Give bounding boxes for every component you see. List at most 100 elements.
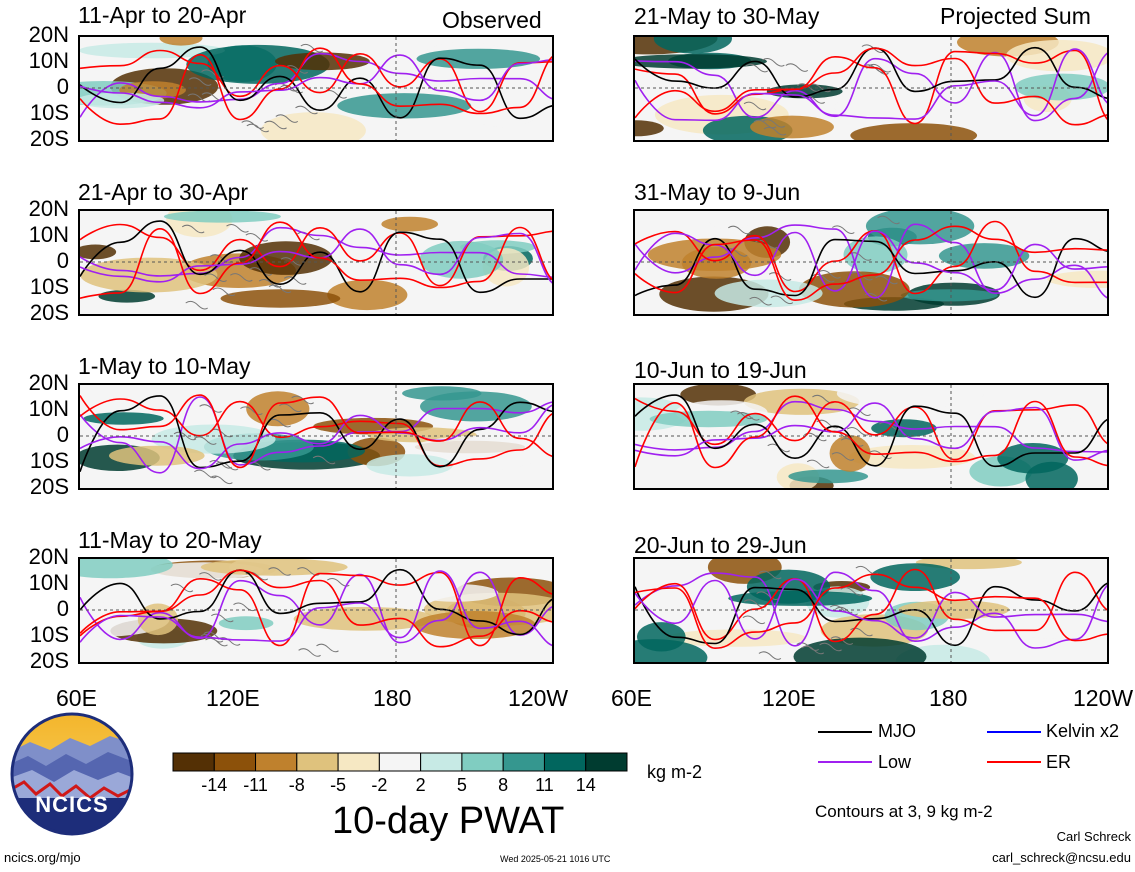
colorbar-tick: 8	[498, 775, 509, 795]
contour-line	[635, 573, 1107, 650]
contour-line	[80, 52, 552, 118]
anomaly-region	[788, 469, 869, 484]
colorbar-tick: 11	[535, 775, 554, 795]
observed-label: Observed	[442, 7, 542, 33]
colorbar-swatch	[213, 752, 257, 772]
colorbar-swatch	[172, 752, 215, 772]
anomaly-region	[324, 259, 439, 277]
panel-title: 20-Jun to 29-Jun	[634, 532, 807, 558]
lat-label: 20S	[29, 648, 69, 673]
legend-kelvin: Kelvin x2	[1046, 721, 1120, 741]
legend-mjo: MJO	[878, 721, 916, 741]
lat-label: 10N	[28, 570, 69, 595]
contours-note: Contours at 3, 9 kg m-2	[815, 802, 993, 821]
anomaly-region	[420, 391, 532, 422]
anomaly-region	[834, 93, 946, 121]
map-canvas	[635, 211, 1107, 314]
colorbar-tick: -14	[201, 775, 228, 795]
legend-low: Low	[878, 752, 912, 772]
anomaly-region	[220, 289, 341, 308]
lon-label: 120E	[206, 685, 260, 711]
map-panel	[78, 35, 554, 142]
lat-label: 20N	[28, 22, 69, 47]
legend-mjo-line	[818, 731, 872, 763]
anomaly-region	[83, 412, 164, 425]
anomaly-region	[366, 454, 453, 477]
contour-line	[635, 230, 1107, 292]
colorbar-swatch	[502, 752, 545, 772]
colorbar-tick: 2	[415, 775, 426, 795]
footer-url: ncics.org/mjo	[4, 850, 81, 865]
anomaly-region	[163, 211, 281, 223]
colorbar-tick: -5	[330, 775, 347, 795]
anomaly-region	[707, 211, 754, 230]
legend-er: ER	[1046, 752, 1072, 772]
anomaly-region	[681, 247, 752, 279]
lon-label: 120E	[762, 685, 816, 711]
colorbar-swatch	[420, 752, 463, 772]
contour-line	[80, 394, 552, 469]
legend-kelvin-line	[987, 731, 1041, 763]
colorbar	[172, 752, 628, 772]
lat-label: 0	[56, 422, 69, 447]
anomaly-region	[80, 92, 165, 109]
panel-title: 11-May to 20-May	[78, 527, 262, 553]
anomaly-region	[750, 115, 834, 139]
contour-line	[80, 395, 552, 472]
lat-label: 10N	[28, 48, 69, 73]
anomaly-region	[714, 279, 823, 308]
contour-line	[635, 402, 1107, 461]
lat-label: 10S	[29, 274, 69, 299]
map-panel	[78, 557, 554, 664]
panel-title: 21-Apr to 30-Apr	[78, 179, 249, 205]
footer-email: carl_schreck@ncsu.edu	[992, 850, 1131, 865]
colorbar-tick: 5	[456, 775, 467, 795]
contour-line	[80, 571, 552, 644]
contour-line	[635, 400, 1107, 453]
contour-line	[635, 49, 1107, 125]
lat-label: 20N	[28, 196, 69, 221]
lat-label: 0	[56, 248, 69, 273]
footer-author: Carl Schreck	[1056, 829, 1131, 844]
contour-line	[80, 570, 552, 647]
anomaly-region	[218, 616, 274, 631]
contour-line	[80, 398, 552, 467]
map-canvas	[635, 385, 1107, 488]
lon-label: 180	[373, 685, 412, 711]
lat-label: 20S	[29, 474, 69, 499]
colorbar-units: kg m-2	[647, 762, 703, 782]
anomaly-region	[293, 606, 436, 631]
colorbar-swatch	[585, 752, 628, 772]
map-canvas	[80, 211, 552, 314]
colorbar-title: 10-day PWAT	[332, 800, 565, 842]
map-panel	[633, 383, 1109, 490]
contour-line	[635, 51, 1107, 122]
map-canvas	[80, 559, 552, 662]
lat-label: 0	[56, 74, 69, 99]
anomaly-region	[381, 216, 439, 232]
contour-line	[635, 48, 1107, 122]
contour-line	[80, 49, 552, 113]
anomaly-region	[1047, 270, 1107, 288]
anomaly-region	[649, 410, 768, 428]
contour-line	[635, 582, 1107, 647]
contour-line	[635, 47, 1107, 126]
lat-label: 10S	[29, 100, 69, 125]
anomaly-region	[80, 559, 173, 579]
colorbar-swatch	[543, 752, 587, 772]
lat-label: 10N	[28, 222, 69, 247]
logo-icon	[10, 712, 134, 836]
colorbar-swatch	[337, 752, 380, 772]
anomaly-region	[637, 622, 686, 652]
contour-line	[635, 578, 1107, 640]
lon-label: 60E	[56, 685, 97, 711]
lat-label: 10S	[29, 448, 69, 473]
anomaly-region	[260, 112, 366, 140]
anomaly-region	[80, 244, 117, 260]
lat-label: 10S	[29, 622, 69, 647]
footer-timestamp: Wed 2025-05-21 1016 UTC	[500, 854, 611, 864]
lat-label: 10N	[28, 396, 69, 421]
panel-title: 21-May to 30-May	[634, 3, 820, 29]
colorbar-tick: -8	[288, 775, 305, 795]
map-canvas	[635, 37, 1107, 140]
